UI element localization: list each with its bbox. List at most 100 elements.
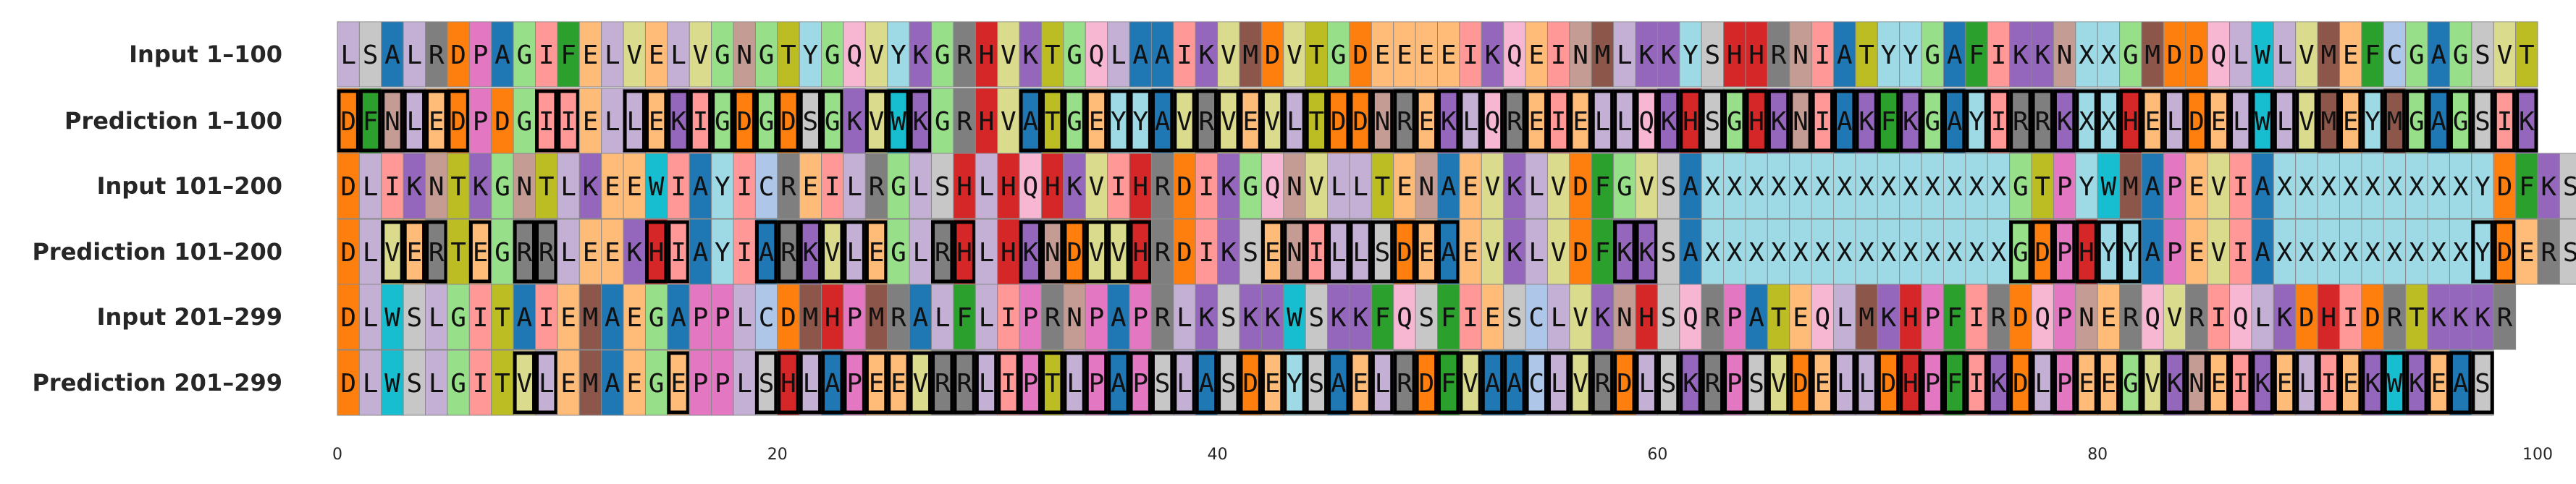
residue-letter: I (473, 303, 489, 333)
residue-letter: F (1969, 41, 1984, 70)
residue-letter: E (1265, 238, 1281, 268)
residue-cell (1019, 88, 1042, 154)
residue-letter: D (1177, 238, 1192, 268)
residue-letter: X (2277, 172, 2293, 202)
residue-cell (2053, 284, 2076, 350)
residue-cell (425, 284, 448, 350)
residue-letter: W (2255, 41, 2270, 70)
residue-letter: E (605, 238, 620, 268)
residue-letter: H (1727, 41, 1743, 70)
residue-cell (2471, 88, 2494, 154)
residue-letter: S (1661, 303, 1677, 333)
residue-letter: X (1947, 172, 1963, 202)
mismatch-box (2053, 220, 2076, 284)
residue-letter: X (1859, 172, 1874, 202)
residue-letter: F (560, 41, 576, 70)
residue-cell (447, 21, 470, 88)
residue-letter: A (1155, 107, 1171, 137)
residue-letter: X (2101, 41, 2117, 70)
residue-cell (1459, 88, 1482, 154)
residue-letter: E (2144, 107, 2160, 137)
residue-letter: Y (2475, 172, 2491, 202)
residue-letter: I (1462, 303, 1478, 333)
residue-letter: P (1727, 369, 1743, 399)
mismatch-box (1833, 351, 1856, 415)
mismatch-box (1723, 351, 1746, 415)
residue-letter: S (2475, 107, 2491, 137)
residue-cell (2493, 153, 2517, 219)
residue-cell (2273, 218, 2297, 285)
residue-letter: P (2057, 303, 2073, 333)
residue-cell (2559, 218, 2576, 285)
mismatch-box (1195, 351, 1218, 415)
residue-cell (799, 153, 822, 219)
residue-letter: E (1418, 107, 1434, 137)
mismatch-box (1899, 89, 1922, 153)
mismatch-box (1833, 89, 1856, 153)
residue-letter: N (2189, 369, 2205, 399)
residue-letter: K (1066, 172, 1082, 202)
mismatch-box (799, 351, 822, 415)
residue-cell (358, 88, 382, 154)
mismatch-box (403, 89, 426, 153)
mismatch-box (1260, 220, 1284, 284)
mismatch-box (689, 89, 712, 153)
residue-letter: T (494, 369, 510, 399)
residue-letter: K (2430, 303, 2446, 333)
residue-cell (975, 349, 998, 416)
residue-letter: K (1221, 238, 1237, 268)
mismatch-box (1129, 220, 1152, 284)
residue-cell (601, 218, 624, 285)
mismatch-box (864, 89, 888, 153)
mismatch-box (1063, 89, 1086, 153)
residue-letter: I (1551, 41, 1567, 70)
residue-letter: E (2211, 369, 2227, 399)
mismatch-box (777, 220, 800, 284)
residue-letter: E (626, 172, 642, 202)
x-tick-label: 40 (1208, 446, 1228, 464)
residue-cell (1393, 88, 1416, 154)
residue-letter: G (2453, 107, 2469, 137)
mismatch-box (1877, 89, 1901, 153)
mismatch-box (1546, 89, 1570, 153)
residue-letter: R (1991, 303, 2007, 333)
residue-letter: G (516, 107, 532, 137)
residue-letter: W (384, 369, 400, 399)
residue-letter: L (363, 303, 379, 333)
mismatch-box (975, 351, 998, 415)
residue-cell (1129, 88, 1152, 154)
residue-cell (2075, 88, 2098, 154)
residue-cell (578, 284, 602, 350)
residue-cell (1701, 284, 1725, 350)
residue-cell (491, 21, 514, 88)
residue-cell (931, 21, 954, 88)
residue-cell (2031, 88, 2054, 154)
residue-letter: A (1748, 303, 1764, 333)
residue-cell (689, 153, 712, 219)
residue-letter: I (1551, 107, 1567, 137)
residue-letter: G (494, 238, 510, 268)
row-label: Input 101–200 (97, 172, 282, 200)
residue-letter: S (803, 107, 819, 137)
residue-letter: R (2013, 107, 2029, 137)
residue-cell (953, 218, 976, 285)
residue-letter: S (1748, 369, 1764, 399)
residue-letter: A (2144, 238, 2160, 268)
residue-letter: G (2123, 41, 2139, 70)
residue-letter: A (1111, 369, 1127, 399)
residue-letter: K (1991, 369, 2007, 399)
mismatch-box (2141, 351, 2164, 415)
residue-cell (1525, 21, 1548, 88)
mismatch-box (1965, 351, 1988, 415)
mismatch-box (1107, 89, 1130, 153)
residue-letter: H (1903, 369, 1919, 399)
residue-letter: R (1705, 303, 1721, 333)
residue-cell (1327, 349, 1350, 416)
residue-cell (1569, 21, 1592, 88)
residue-cell (1481, 153, 1504, 219)
residue-cell (557, 153, 580, 219)
residue-letter: M (2144, 41, 2160, 70)
mismatch-box (1591, 89, 1615, 153)
residue-letter: I (473, 369, 489, 399)
